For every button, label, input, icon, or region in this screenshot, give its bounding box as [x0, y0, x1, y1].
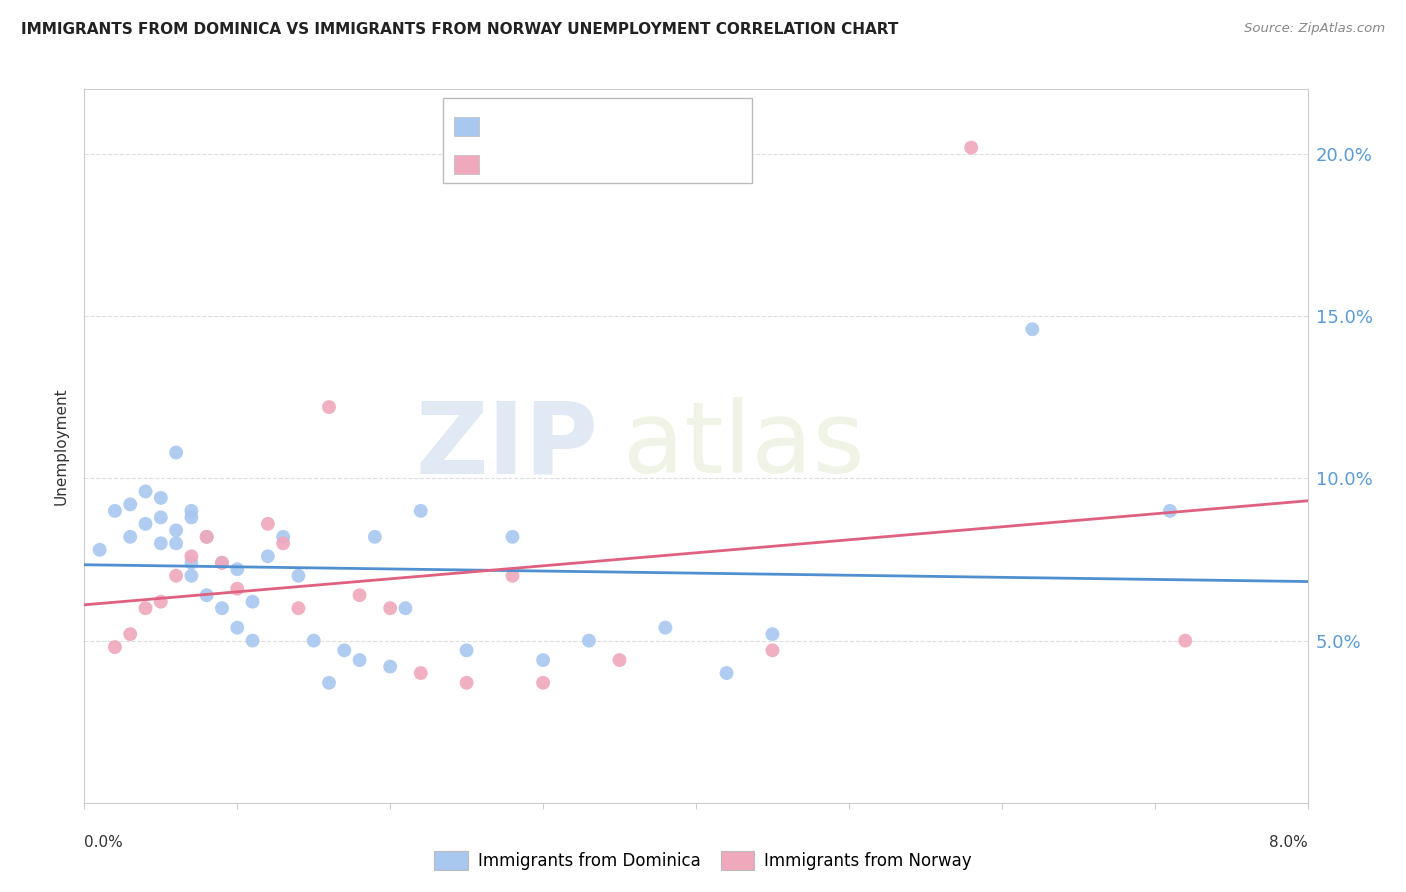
Y-axis label: Unemployment: Unemployment — [53, 387, 69, 505]
Point — [409, 666, 432, 681]
Point — [456, 643, 478, 657]
Point — [226, 582, 249, 596]
Point — [531, 653, 554, 667]
Point — [456, 675, 478, 690]
Point — [242, 633, 264, 648]
Point — [318, 675, 340, 690]
Point — [502, 530, 524, 544]
Point — [271, 536, 294, 550]
Point — [89, 542, 111, 557]
Point — [165, 445, 187, 459]
Point — [1159, 504, 1181, 518]
Point — [654, 621, 676, 635]
Point — [349, 588, 371, 602]
Point — [149, 510, 172, 524]
Point — [531, 675, 554, 690]
Point — [195, 530, 218, 544]
Point — [716, 666, 738, 681]
Point — [135, 484, 157, 499]
Text: 8.0%: 8.0% — [1268, 835, 1308, 850]
Point — [135, 516, 157, 531]
Point — [409, 504, 432, 518]
Point — [380, 601, 402, 615]
Point — [104, 504, 127, 518]
Text: N = 44: N = 44 — [612, 117, 679, 135]
Text: R = 0.368: R = 0.368 — [492, 155, 591, 173]
Point — [1021, 322, 1043, 336]
Point — [165, 568, 187, 582]
Text: Source: ZipAtlas.com: Source: ZipAtlas.com — [1244, 22, 1385, 36]
Point — [149, 536, 172, 550]
Point — [180, 549, 202, 564]
Point — [180, 556, 202, 570]
Point — [578, 633, 600, 648]
Point — [180, 568, 202, 582]
Point — [364, 530, 387, 544]
Point — [287, 568, 309, 582]
Point — [609, 653, 631, 667]
Point — [349, 653, 371, 667]
Point — [761, 627, 783, 641]
Text: 0.0%: 0.0% — [84, 835, 124, 850]
Text: IMMIGRANTS FROM DOMINICA VS IMMIGRANTS FROM NORWAY UNEMPLOYMENT CORRELATION CHAR: IMMIGRANTS FROM DOMINICA VS IMMIGRANTS F… — [21, 22, 898, 37]
Point — [333, 643, 356, 657]
Text: ZIP: ZIP — [415, 398, 598, 494]
Point — [502, 568, 524, 582]
Text: N = 23: N = 23 — [612, 155, 679, 173]
Point — [135, 601, 157, 615]
Point — [180, 504, 202, 518]
Point — [257, 549, 280, 564]
Point — [394, 601, 416, 615]
Point — [120, 627, 142, 641]
Legend: Immigrants from Dominica, Immigrants from Norway: Immigrants from Dominica, Immigrants fro… — [427, 845, 979, 877]
Point — [226, 621, 249, 635]
Text: atlas: atlas — [623, 398, 865, 494]
Point — [149, 491, 172, 505]
Point — [120, 530, 142, 544]
Point — [242, 595, 264, 609]
Point — [195, 530, 218, 544]
Point — [120, 497, 142, 511]
Point — [318, 400, 340, 414]
Point — [149, 595, 172, 609]
Text: R = 0.149: R = 0.149 — [492, 117, 591, 135]
Point — [380, 659, 402, 673]
Point — [257, 516, 280, 531]
Point — [226, 562, 249, 576]
Point — [165, 524, 187, 538]
Point — [165, 536, 187, 550]
Point — [104, 640, 127, 654]
Point — [195, 588, 218, 602]
Point — [302, 633, 325, 648]
Point — [211, 601, 233, 615]
Point — [1174, 633, 1197, 648]
Point — [761, 643, 783, 657]
Point — [287, 601, 309, 615]
Point — [960, 140, 983, 154]
Point — [271, 530, 294, 544]
Point — [211, 556, 233, 570]
Point — [211, 556, 233, 570]
Point — [180, 510, 202, 524]
